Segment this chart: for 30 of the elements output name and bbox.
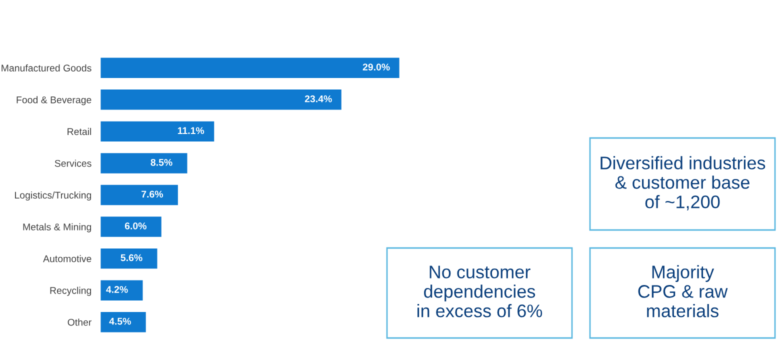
- y-tick-label: Manufactured Goods: [2, 64, 92, 72]
- bar: [100, 247, 159, 270]
- data-label: 8.5%: [150, 158, 172, 166]
- text: Diversified industries & customer base of ~1,200: [600, 156, 766, 210]
- data-label: 7.6%: [142, 190, 164, 198]
- data-label: 5.6%: [120, 254, 142, 262]
- text: No customer dependencies in excess of 6%: [417, 266, 542, 318]
- bar: [100, 215, 163, 238]
- data-label: 4.2%: [106, 286, 128, 293]
- data-label: 11.1%: [178, 127, 204, 134]
- y-tick-label: Recycling: [50, 286, 92, 296]
- bar: [100, 56, 400, 80]
- y-tick-label: Services: [54, 160, 92, 167]
- text: Majority CPG & raw materials: [638, 265, 728, 318]
- y-tick-label: Logistics/Trucking: [15, 191, 92, 201]
- data-label: 29.0%: [362, 64, 390, 70]
- y-tick-label: Metals & Mining: [23, 223, 92, 232]
- bar: [100, 120, 216, 143]
- bar: [100, 310, 148, 334]
- data-label: 4.5%: [109, 318, 131, 325]
- data-label: 6.0%: [124, 222, 146, 230]
- bar: [100, 152, 189, 175]
- bar: [100, 88, 343, 112]
- y-tick-label: Automotive: [43, 255, 92, 262]
- bar: [100, 184, 180, 206]
- bar: [100, 278, 144, 302]
- y-tick-label: Retail: [68, 128, 92, 136]
- y-tick-label: Food & Beverage: [16, 96, 92, 106]
- y-tick-label: Other: [68, 318, 92, 326]
- data-label: 23.4%: [304, 95, 332, 102]
